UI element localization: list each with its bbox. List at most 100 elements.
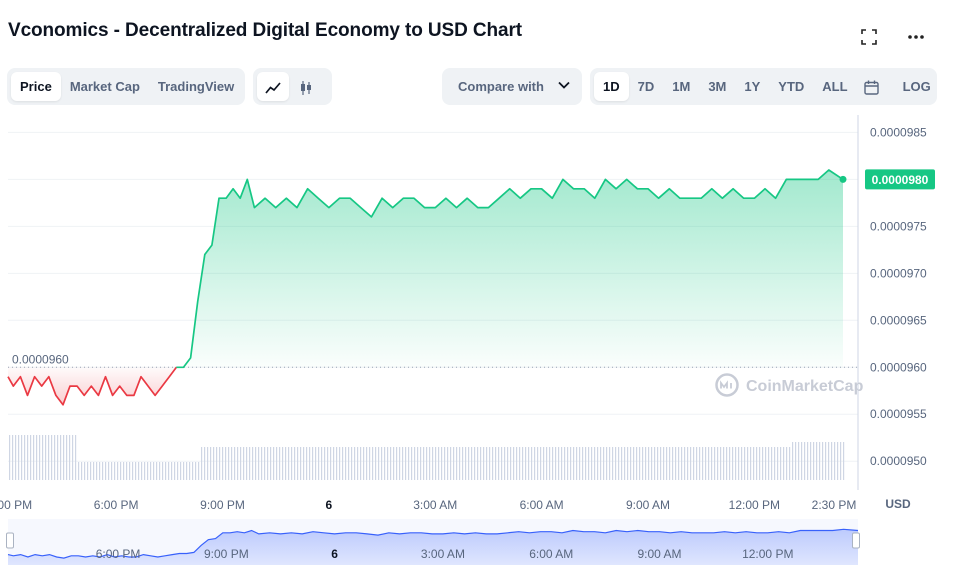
range-1d[interactable]: 1D xyxy=(594,72,629,101)
volume-bar xyxy=(684,447,686,480)
range-7d[interactable]: 7D xyxy=(637,79,655,94)
volume-bar xyxy=(357,447,359,480)
volume-bar xyxy=(771,447,773,480)
volume-bar xyxy=(813,442,815,480)
chevron-down-icon xyxy=(558,81,570,89)
date-range-button[interactable] xyxy=(857,72,886,101)
volume-bar xyxy=(327,447,329,480)
navigator-tick-label: 3:00 AM xyxy=(421,547,465,561)
volume-bar xyxy=(225,447,227,480)
volume-bar xyxy=(702,447,704,480)
volume-bar xyxy=(453,447,455,480)
volume-bar xyxy=(489,447,491,480)
navigator-handle[interactable] xyxy=(6,532,14,549)
volume-bar xyxy=(360,447,362,480)
volume-bar xyxy=(123,462,125,480)
volume-bar xyxy=(804,442,806,480)
volume-bar xyxy=(111,462,113,480)
volume-bar xyxy=(495,447,497,480)
volume-bar xyxy=(81,462,83,480)
volume-bar xyxy=(540,447,542,480)
volume-bar xyxy=(474,447,476,480)
volume-bar xyxy=(618,447,620,480)
line-chart-button[interactable] xyxy=(257,72,289,101)
volume-bar xyxy=(498,447,500,480)
volume-bar xyxy=(486,447,488,480)
volume-bar xyxy=(438,447,440,480)
volume-bar xyxy=(435,447,437,480)
volume-bar xyxy=(78,462,80,480)
volume-bar xyxy=(693,447,695,480)
y-tick-label: 0.0000955 xyxy=(870,407,927,421)
calendar-icon xyxy=(863,80,879,95)
candlestick-button[interactable] xyxy=(289,72,323,101)
volume-bar xyxy=(504,447,506,480)
range-1y[interactable]: 1Y xyxy=(744,79,761,94)
volume-bar xyxy=(816,442,818,480)
volume-bar xyxy=(798,442,800,480)
volume-bar xyxy=(48,435,50,480)
volume-bar xyxy=(543,447,545,480)
volume-bar xyxy=(675,447,677,480)
navigator-tick-label: 9:00 AM xyxy=(637,547,681,561)
candlestick-icon xyxy=(301,80,311,95)
volume-bar xyxy=(507,447,509,480)
volume-bar xyxy=(468,447,470,480)
volume-bar xyxy=(765,447,767,480)
volume-bar xyxy=(558,447,560,480)
volume-bar xyxy=(129,462,131,480)
volume-bar xyxy=(90,462,92,480)
volume-bar xyxy=(549,447,551,480)
volume-bar xyxy=(609,447,611,480)
volume-bar xyxy=(510,447,512,480)
volume-bar xyxy=(213,447,215,480)
volume-bar xyxy=(306,447,308,480)
volume-bar xyxy=(354,447,356,480)
range-all[interactable]: ALL xyxy=(822,79,848,94)
more-options-icon[interactable] xyxy=(905,26,927,48)
navigator-handle[interactable] xyxy=(852,532,860,549)
fullscreen-icon[interactable] xyxy=(858,26,880,48)
volume-bar xyxy=(744,447,746,480)
volume-bar xyxy=(774,447,776,480)
range-3m[interactable]: 3M xyxy=(708,79,727,94)
volume-bar xyxy=(624,447,626,480)
navigator-background xyxy=(8,519,858,565)
volume-bar xyxy=(564,447,566,480)
tab-tradingview[interactable]: TradingView xyxy=(157,79,235,94)
volume-bar xyxy=(141,462,143,480)
volume-bar xyxy=(645,447,647,480)
page-title: Vconomics - Decentralized Digital Econom… xyxy=(8,20,523,41)
volume-bar xyxy=(723,447,725,480)
volume-bar xyxy=(477,447,479,480)
volume-bar xyxy=(810,442,812,480)
volume-bar xyxy=(177,462,179,480)
volume-bar xyxy=(270,447,272,480)
log-scale-toggle[interactable]: LOG xyxy=(902,79,931,94)
volume-bar xyxy=(57,435,59,480)
volume-bar xyxy=(366,447,368,480)
volume-bar xyxy=(195,462,197,480)
volume-bar xyxy=(198,462,200,480)
volume-bar xyxy=(291,447,293,480)
volume-bar xyxy=(678,447,680,480)
volume-bar xyxy=(501,447,503,480)
volume-bar xyxy=(27,435,29,480)
volume-bar xyxy=(642,447,644,480)
volume-bar xyxy=(432,447,434,480)
y-tick-label: 0.0000980 xyxy=(870,172,927,186)
volume-bar xyxy=(243,447,245,480)
volume-bar xyxy=(378,447,380,480)
volume-bar xyxy=(339,447,341,480)
range-ytd[interactable]: YTD xyxy=(778,79,805,94)
volume-bar xyxy=(24,435,26,480)
volume-bar xyxy=(768,447,770,480)
volume-bar xyxy=(582,447,584,480)
x-tick-label: 3:00 PM xyxy=(0,498,32,512)
tab-price[interactable]: Price xyxy=(11,72,61,101)
compare-with-dropdown[interactable]: Compare with xyxy=(442,68,582,105)
volume-bar xyxy=(837,442,839,480)
tab-market-cap[interactable]: Market Cap xyxy=(69,79,140,94)
range-1m[interactable]: 1M xyxy=(672,79,691,94)
volume-bar xyxy=(531,447,533,480)
